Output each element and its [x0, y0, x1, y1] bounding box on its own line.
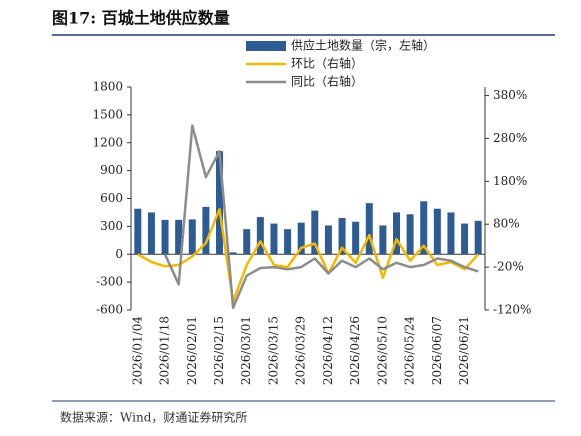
legend-label: 供应土地数量（宗，左轴）: [291, 38, 435, 53]
bar: [352, 221, 360, 255]
y-tick-label: 1200: [92, 135, 123, 149]
x-tick-label: 2026/03/15: [266, 316, 280, 385]
bar: [324, 225, 332, 255]
x-tick-label: 2026/05/24: [403, 316, 417, 386]
y-tick-label: 1800: [92, 80, 123, 94]
x-tick-label: 2026/04/26: [348, 316, 362, 385]
chart-title: 图17: 百城土地供应数量: [52, 9, 230, 28]
bar: [447, 212, 455, 255]
x-tick-label: 2026/01/18: [158, 316, 172, 385]
y2-tick-label: 80%: [493, 217, 520, 231]
line-series: [163, 124, 479, 310]
y-tick-label: 1500: [92, 107, 123, 121]
bar: [175, 219, 183, 255]
bar: [365, 203, 373, 255]
y-tick-label: 600: [100, 191, 123, 205]
legend-label: 同比（右轴）: [291, 74, 363, 89]
bar: [420, 201, 428, 255]
legend-label: 环比（右轴）: [291, 56, 363, 71]
x-tick-label: 2026/06/07: [430, 316, 444, 385]
x-tick-label: 2026/01/04: [130, 316, 144, 386]
source-note: 数据来源：Wind，财通证券研究所: [60, 410, 247, 425]
bar: [243, 229, 251, 255]
bar: [270, 223, 278, 255]
bar: [393, 212, 400, 255]
x-tick-label: 2026/05/10: [375, 316, 389, 385]
bar: [216, 151, 223, 255]
x-tick-label: 2026/06/21: [457, 316, 471, 385]
y2-tick-label: -20%: [493, 260, 524, 274]
y2-tick-label: 180%: [493, 174, 527, 188]
bar: [297, 222, 305, 255]
y-tick-label: -600: [96, 303, 123, 317]
bar: [284, 229, 292, 255]
y2-tick-label: 380%: [493, 88, 527, 102]
x-tick-label: 2026/02/15: [212, 316, 226, 385]
y-tick-label: 300: [100, 219, 123, 233]
bar: [229, 252, 237, 255]
x-tick-label: 2026/03/29: [294, 316, 308, 385]
bar: [147, 212, 155, 255]
y2-tick-label: 280%: [493, 131, 527, 145]
y2-tick-label: -120%: [493, 303, 531, 317]
x-tick-label: 2026/02/01: [185, 316, 199, 385]
bar: [433, 208, 441, 255]
line-series: [137, 207, 480, 303]
legend-swatch: [246, 41, 286, 51]
bar: [311, 210, 319, 255]
bar: [379, 225, 387, 255]
y-tick-label: 0: [115, 247, 123, 261]
bar: [338, 218, 346, 255]
y-tick-label: 900: [100, 163, 123, 177]
bar: [188, 219, 196, 255]
x-tick-label: 2026/03/01: [239, 316, 253, 385]
bar: [202, 206, 210, 255]
x-tick-label: 2026/04/12: [321, 316, 335, 385]
bar: [406, 214, 414, 255]
bar: [161, 219, 169, 255]
y-tick-label: -300: [96, 275, 123, 289]
bar: [256, 217, 264, 255]
bar: [134, 208, 142, 255]
bar: [461, 223, 469, 255]
bar: [474, 220, 482, 255]
